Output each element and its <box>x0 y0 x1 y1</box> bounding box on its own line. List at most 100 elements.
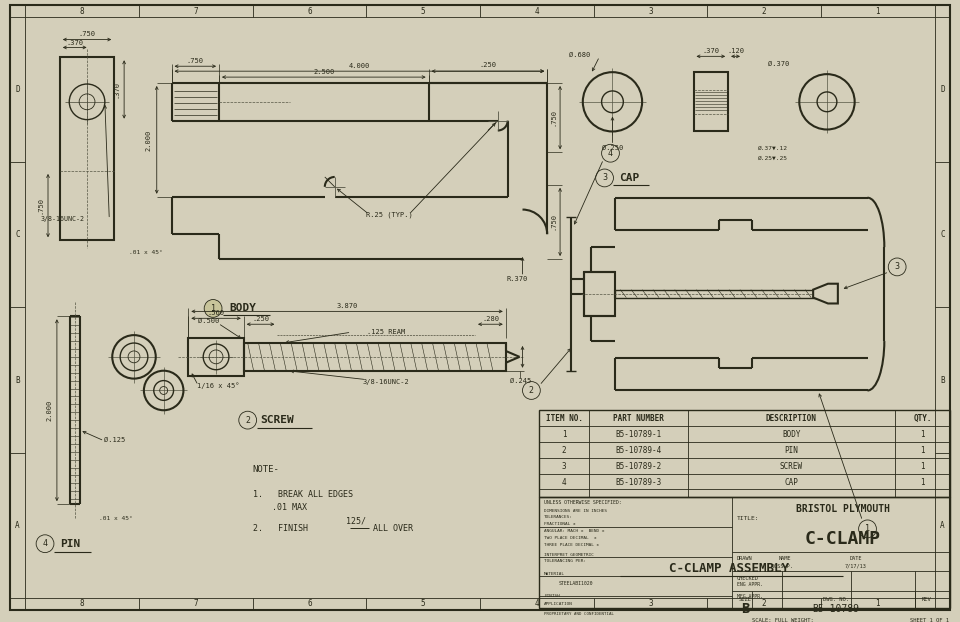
Text: 5: 5 <box>420 7 425 16</box>
Text: .01 x 45°: .01 x 45° <box>129 249 163 254</box>
Text: TITLE:: TITLE: <box>737 516 759 521</box>
Text: NOTE-: NOTE- <box>252 465 279 474</box>
Text: CHECKED: CHECKED <box>737 576 759 581</box>
Text: TOLERANCES:: TOLERANCES: <box>544 515 573 519</box>
Text: ALL OVER: ALL OVER <box>373 524 413 534</box>
Text: 6: 6 <box>307 598 312 608</box>
Text: Ø.245: Ø.245 <box>510 378 531 384</box>
Text: 4: 4 <box>42 539 48 548</box>
Text: .750: .750 <box>187 58 204 64</box>
Text: A: A <box>941 521 945 530</box>
Text: Ø.125: Ø.125 <box>105 437 126 443</box>
Text: .560: .560 <box>207 310 225 317</box>
Text: 7: 7 <box>194 7 198 16</box>
Text: B5-10789-3: B5-10789-3 <box>615 478 661 487</box>
Text: MFG APPR.: MFG APPR. <box>737 593 763 598</box>
Text: .01 x 45°: .01 x 45° <box>100 516 133 521</box>
Text: 1: 1 <box>920 446 924 455</box>
Bar <box>188 338 244 376</box>
Bar <box>693 72 728 131</box>
Text: USED ON: USED ON <box>628 608 647 612</box>
Text: .750: .750 <box>550 109 556 126</box>
Text: BODY: BODY <box>782 430 801 440</box>
Text: UNLESS OTHERWISE SPECIFIED:: UNLESS OTHERWISE SPECIFIED: <box>544 499 622 504</box>
Text: 1: 1 <box>920 430 924 440</box>
Text: SCREW: SCREW <box>780 462 803 471</box>
Text: Ø.680: Ø.680 <box>569 52 590 57</box>
Text: D: D <box>941 85 945 94</box>
Text: R.370: R.370 <box>507 276 528 282</box>
Text: STEELABI1020: STEELABI1020 <box>559 581 593 586</box>
Text: CAP: CAP <box>784 478 799 487</box>
Text: 4: 4 <box>535 598 540 608</box>
Text: PIN: PIN <box>60 539 80 549</box>
Text: SCREW: SCREW <box>260 415 294 425</box>
Text: 2: 2 <box>762 598 766 608</box>
Text: B5-10789: B5-10789 <box>812 604 859 614</box>
Circle shape <box>204 300 222 317</box>
Text: QTY.: QTY. <box>913 414 931 423</box>
Text: 7/17/13: 7/17/13 <box>845 564 867 569</box>
Text: 8: 8 <box>80 598 84 608</box>
Text: 6: 6 <box>307 7 312 16</box>
Bar <box>244 343 506 371</box>
Text: A: A <box>15 521 19 530</box>
Text: B5-10789-2: B5-10789-2 <box>615 462 661 471</box>
Bar <box>540 497 949 608</box>
Text: 3/8-16UNC-2: 3/8-16UNC-2 <box>40 216 84 223</box>
Text: DRAWN: DRAWN <box>737 556 753 561</box>
Text: 8: 8 <box>80 7 84 16</box>
Text: Ø.500: Ø.500 <box>198 318 219 324</box>
Text: B5-10789-1: B5-10789-1 <box>615 430 661 440</box>
Text: 4: 4 <box>535 7 540 16</box>
Text: REV: REV <box>922 596 932 601</box>
Text: DESCRIPTION: DESCRIPTION <box>766 414 817 423</box>
Text: Ø.25▼.25: Ø.25▼.25 <box>757 156 788 160</box>
Text: 3: 3 <box>562 462 566 471</box>
Text: TWO PLACE DECIMAL  ±: TWO PLACE DECIMAL ± <box>544 536 597 540</box>
Text: .125 REAM: .125 REAM <box>367 329 405 335</box>
Text: MATERIAL: MATERIAL <box>544 572 565 577</box>
Text: 3/8-16UNC-2: 3/8-16UNC-2 <box>363 379 410 384</box>
Text: 2.000: 2.000 <box>146 129 152 151</box>
Text: SCALE: FULL WEIGHT:: SCALE: FULL WEIGHT: <box>752 618 814 622</box>
Text: 2.   FINISH: 2. FINISH <box>252 524 307 534</box>
Text: FRACTIONAL ±: FRACTIONAL ± <box>544 522 576 526</box>
Text: C-CLAMP: C-CLAMP <box>804 530 881 548</box>
Text: .370: .370 <box>703 49 719 54</box>
Text: .120: .120 <box>728 49 745 54</box>
Text: B: B <box>741 602 749 616</box>
Text: SHEET 1 OF 1: SHEET 1 OF 1 <box>910 618 949 622</box>
Text: 125/: 125/ <box>347 516 367 526</box>
Text: 2: 2 <box>245 415 251 425</box>
Text: 2: 2 <box>529 386 534 395</box>
Text: PART NUMBER: PART NUMBER <box>612 414 663 423</box>
Bar <box>60 57 114 240</box>
Text: 7: 7 <box>194 598 198 608</box>
Text: 2: 2 <box>762 7 766 16</box>
Text: DIMENSIONS ARE IN INCHES: DIMENSIONS ARE IN INCHES <box>544 509 608 513</box>
Text: 4: 4 <box>608 149 613 158</box>
Text: 4.000: 4.000 <box>348 63 370 69</box>
Text: 1: 1 <box>876 7 880 16</box>
Text: 3: 3 <box>602 174 607 182</box>
Text: NEXT ASSY: NEXT ASSY <box>544 608 568 612</box>
Text: D: D <box>15 85 19 94</box>
Text: 1: 1 <box>562 430 566 440</box>
Text: Ø.250: Ø.250 <box>602 146 623 151</box>
Text: SIZE: SIZE <box>738 596 752 601</box>
Text: 2: 2 <box>562 446 566 455</box>
Text: INTERPRET GEOMETRIC: INTERPRET GEOMETRIC <box>544 552 594 557</box>
Text: 1: 1 <box>876 598 880 608</box>
Text: 1: 1 <box>865 524 870 534</box>
Text: .280: .280 <box>482 317 499 322</box>
Text: B: B <box>941 376 945 384</box>
Text: TOLERANCING PER:: TOLERANCING PER: <box>544 560 587 564</box>
Text: Ø.370: Ø.370 <box>768 61 789 67</box>
Text: APPLICATION: APPLICATION <box>544 602 573 606</box>
Text: 1: 1 <box>920 462 924 471</box>
Bar <box>584 272 615 317</box>
Polygon shape <box>813 284 838 304</box>
Text: PROPRIETARY AND CONFIDENTIAL: PROPRIETARY AND CONFIDENTIAL <box>544 612 614 616</box>
Text: BRISTOL PLYMOUTH: BRISTOL PLYMOUTH <box>796 504 890 514</box>
